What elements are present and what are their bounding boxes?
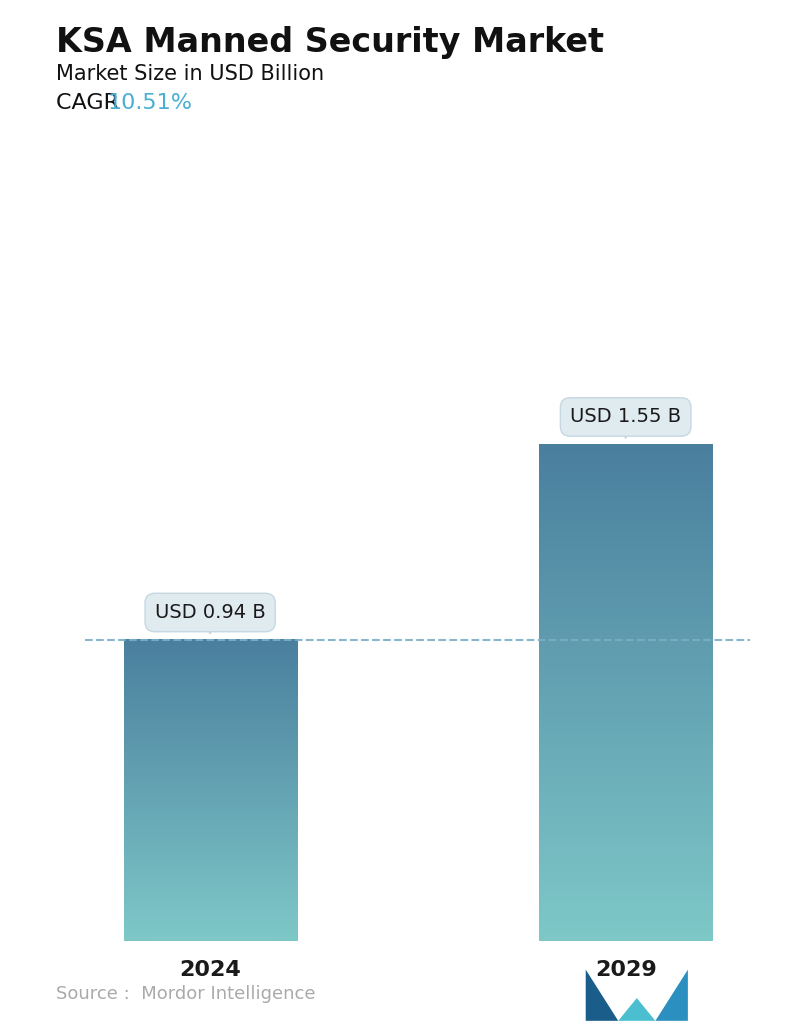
Text: CAGR: CAGR <box>56 93 133 113</box>
Text: KSA Manned Security Market: KSA Manned Security Market <box>56 26 603 59</box>
Polygon shape <box>586 970 618 1021</box>
Text: USD 1.55 B: USD 1.55 B <box>570 407 681 426</box>
Polygon shape <box>618 998 655 1021</box>
Text: 10.51%: 10.51% <box>107 93 193 113</box>
Text: USD 0.94 B: USD 0.94 B <box>154 603 266 622</box>
Text: Market Size in USD Billion: Market Size in USD Billion <box>56 64 324 84</box>
Polygon shape <box>655 970 688 1021</box>
Text: Source :  Mordor Intelligence: Source : Mordor Intelligence <box>56 985 315 1003</box>
